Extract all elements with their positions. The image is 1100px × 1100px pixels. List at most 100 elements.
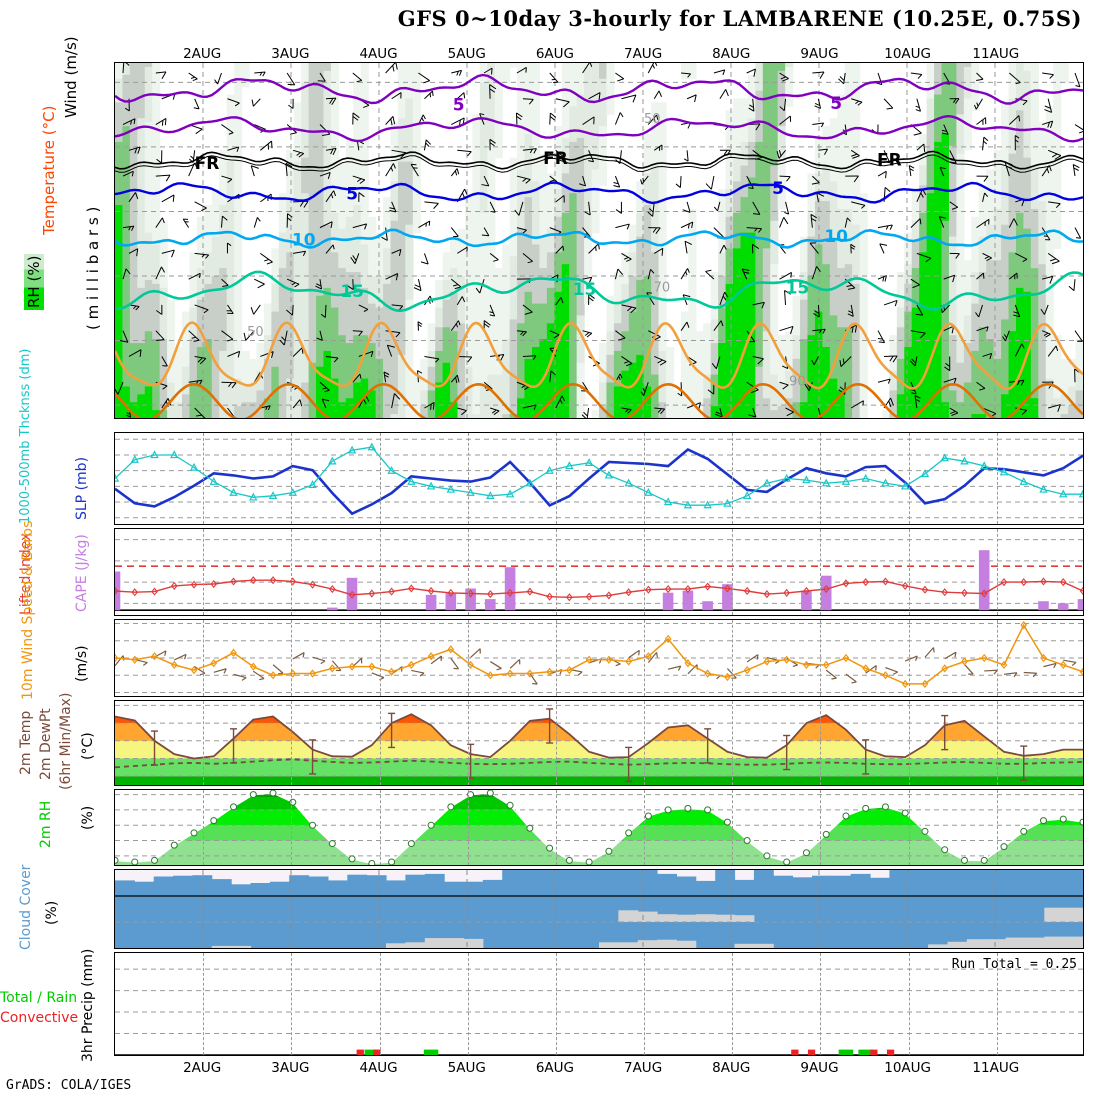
- date-tick-label: 3AUG: [271, 1060, 310, 1076]
- date-tick-label: 6AUG: [535, 1060, 574, 1076]
- gridline-v: [203, 701, 205, 785]
- gridline-v: [555, 433, 557, 524]
- axis-label-precip-total: Total / Rain: [0, 990, 78, 1006]
- axis-label-slp: SLP (mb): [74, 456, 90, 520]
- axis-label-thickness: 1000-500mb Thcknss (dm): [18, 348, 33, 524]
- axis-label-cloud-units: (%): [44, 900, 60, 925]
- panel-2m-temperature[interactable]: 1620242832: [114, 700, 1084, 786]
- gridline-v: [820, 953, 822, 1055]
- gridline-v: [732, 953, 734, 1055]
- axis-tick-mark: [114, 520, 115, 521]
- axis-tick-mark: [114, 1013, 115, 1014]
- axis-label-cloud: Cloud Cover: [18, 864, 34, 950]
- gridline-v: [996, 701, 998, 785]
- gridline-v: [644, 620, 646, 696]
- gridline-v: [291, 953, 293, 1055]
- gridline-v: [644, 953, 646, 1055]
- date-tick-label: 4AUG: [359, 1060, 398, 1076]
- gridline-v: [555, 620, 557, 696]
- run-total-annotation: Run Total = 0.25: [951, 957, 1077, 972]
- date-tick-label: 2AUG: [183, 1060, 222, 1076]
- axis-tick-mark: [114, 724, 115, 725]
- date-tick-label: 9AUG: [800, 1060, 839, 1076]
- axis-tick-mark: [114, 858, 115, 859]
- gridline-v: [996, 529, 998, 615]
- axis-label-rh2m: 2m RH: [38, 800, 54, 848]
- gridline-v: [908, 790, 910, 865]
- gridline-v: [820, 701, 822, 785]
- gridline-v: [908, 620, 910, 696]
- axis-tick-mark: [114, 795, 115, 796]
- panel-cloud-cover[interactable]: highmiddlelow: [114, 869, 1084, 949]
- panel-10m-wind[interactable]: 12345: [114, 619, 1084, 697]
- gridline-v: [644, 790, 646, 865]
- gridline-v: [996, 953, 998, 1055]
- axis-tick-mark: [114, 455, 115, 456]
- date-tick-label: 5AUG: [447, 46, 486, 62]
- axis-tick-mark: [114, 554, 115, 555]
- axis-tick-mark: [114, 592, 115, 593]
- gridline-v: [291, 529, 293, 615]
- axis-tick-mark: [114, 969, 115, 970]
- panel-2m-rh[interactable]: 5060708090: [114, 789, 1084, 866]
- axis-label-temperature: Temperature (°C): [40, 105, 58, 235]
- axis-tick-mark: [114, 706, 115, 707]
- axis-tick-mark: [114, 147, 115, 148]
- axis-tick-mark: [114, 471, 115, 472]
- gridline-v: [644, 529, 646, 615]
- panel-slp-thickness[interactable]: 578577576575574573101710141011: [114, 432, 1084, 525]
- date-tick-label: 6AUG: [535, 46, 574, 62]
- axis-tick-mark: [114, 778, 115, 779]
- date-tick-label: 7AUG: [623, 46, 663, 62]
- gridline-v: [732, 529, 734, 615]
- date-tick-label: 11AUG: [972, 1060, 1020, 1076]
- gridline-v: [820, 790, 822, 865]
- gridline-v: [203, 620, 205, 696]
- axis-tick-mark: [114, 991, 115, 992]
- gridline-v: [203, 529, 205, 615]
- gridline-v: [732, 433, 734, 524]
- date-tick-label: 8AUG: [712, 1060, 751, 1076]
- panel-upper-air[interactable]: 55FRFRFR55101015151550507090500600700800…: [114, 62, 1084, 419]
- gridline-v: [291, 790, 293, 865]
- axis-tick-mark: [114, 842, 115, 843]
- gridline-v: [996, 433, 998, 524]
- axis-tick-mark: [114, 407, 115, 408]
- axis-label-temp-units: (°C): [80, 732, 96, 760]
- axis-tick-mark: [114, 810, 115, 811]
- axis-label-precip-conv: Convective: [0, 1010, 79, 1026]
- axis-label-wind: Wind (m/s): [62, 36, 80, 118]
- gridline-v: [203, 433, 205, 524]
- axis-label-cape: CAPE (J/kg): [74, 534, 90, 612]
- gridline-v: [555, 701, 557, 785]
- axis-label-pressure: ( m i l l i b a r s ): [84, 206, 102, 330]
- axis-label-wind10m-units: (m/s): [74, 645, 90, 682]
- gridline-v: [996, 620, 998, 696]
- axis-tick-mark: [114, 573, 115, 574]
- date-tick-label: 8AUG: [712, 46, 751, 62]
- panel-precipitation[interactable]: 00.20.40.60.8Run Total = 0.25: [114, 952, 1084, 1056]
- axis-tick-mark: [114, 826, 115, 827]
- axis-tick-mark: [114, 488, 115, 489]
- axis-tick-mark: [114, 277, 115, 278]
- gridline-v: [467, 433, 469, 524]
- axis-label-minmax: (6hr Min/Max): [58, 692, 74, 790]
- gridline-v: [379, 620, 381, 696]
- date-tick-label: 10AUG: [884, 1060, 931, 1076]
- axis-label-rh: RH (%): [24, 253, 44, 310]
- panel-lifted-index-cape[interactable]: −6−30362468: [114, 528, 1084, 616]
- axis-tick-mark: [114, 504, 115, 505]
- top-date-axis: 2AUG 3AUG 4AUG 5AUG 6AUG 7AUG 8AUG 9AUG 10AUG 11A…: [0, 46, 1100, 64]
- date-tick-label: 11AUG: [972, 46, 1020, 62]
- axis-label-dewpt2m: 2m DewPt: [38, 708, 54, 780]
- date-tick-label: 2AUG: [183, 46, 222, 62]
- axis-tick-mark: [114, 760, 115, 761]
- gridline-v: [467, 701, 469, 785]
- axis-tick-mark: [114, 677, 115, 678]
- gridline-v: [732, 701, 734, 785]
- gridline-v: [732, 620, 734, 696]
- date-tick-label: 7AUG: [623, 1060, 663, 1076]
- axis-tick-mark: [114, 624, 115, 625]
- credit-text: GrADS: COLA/IGES: [6, 1078, 132, 1093]
- axis-label-temp2m: 2m Temp: [18, 710, 34, 775]
